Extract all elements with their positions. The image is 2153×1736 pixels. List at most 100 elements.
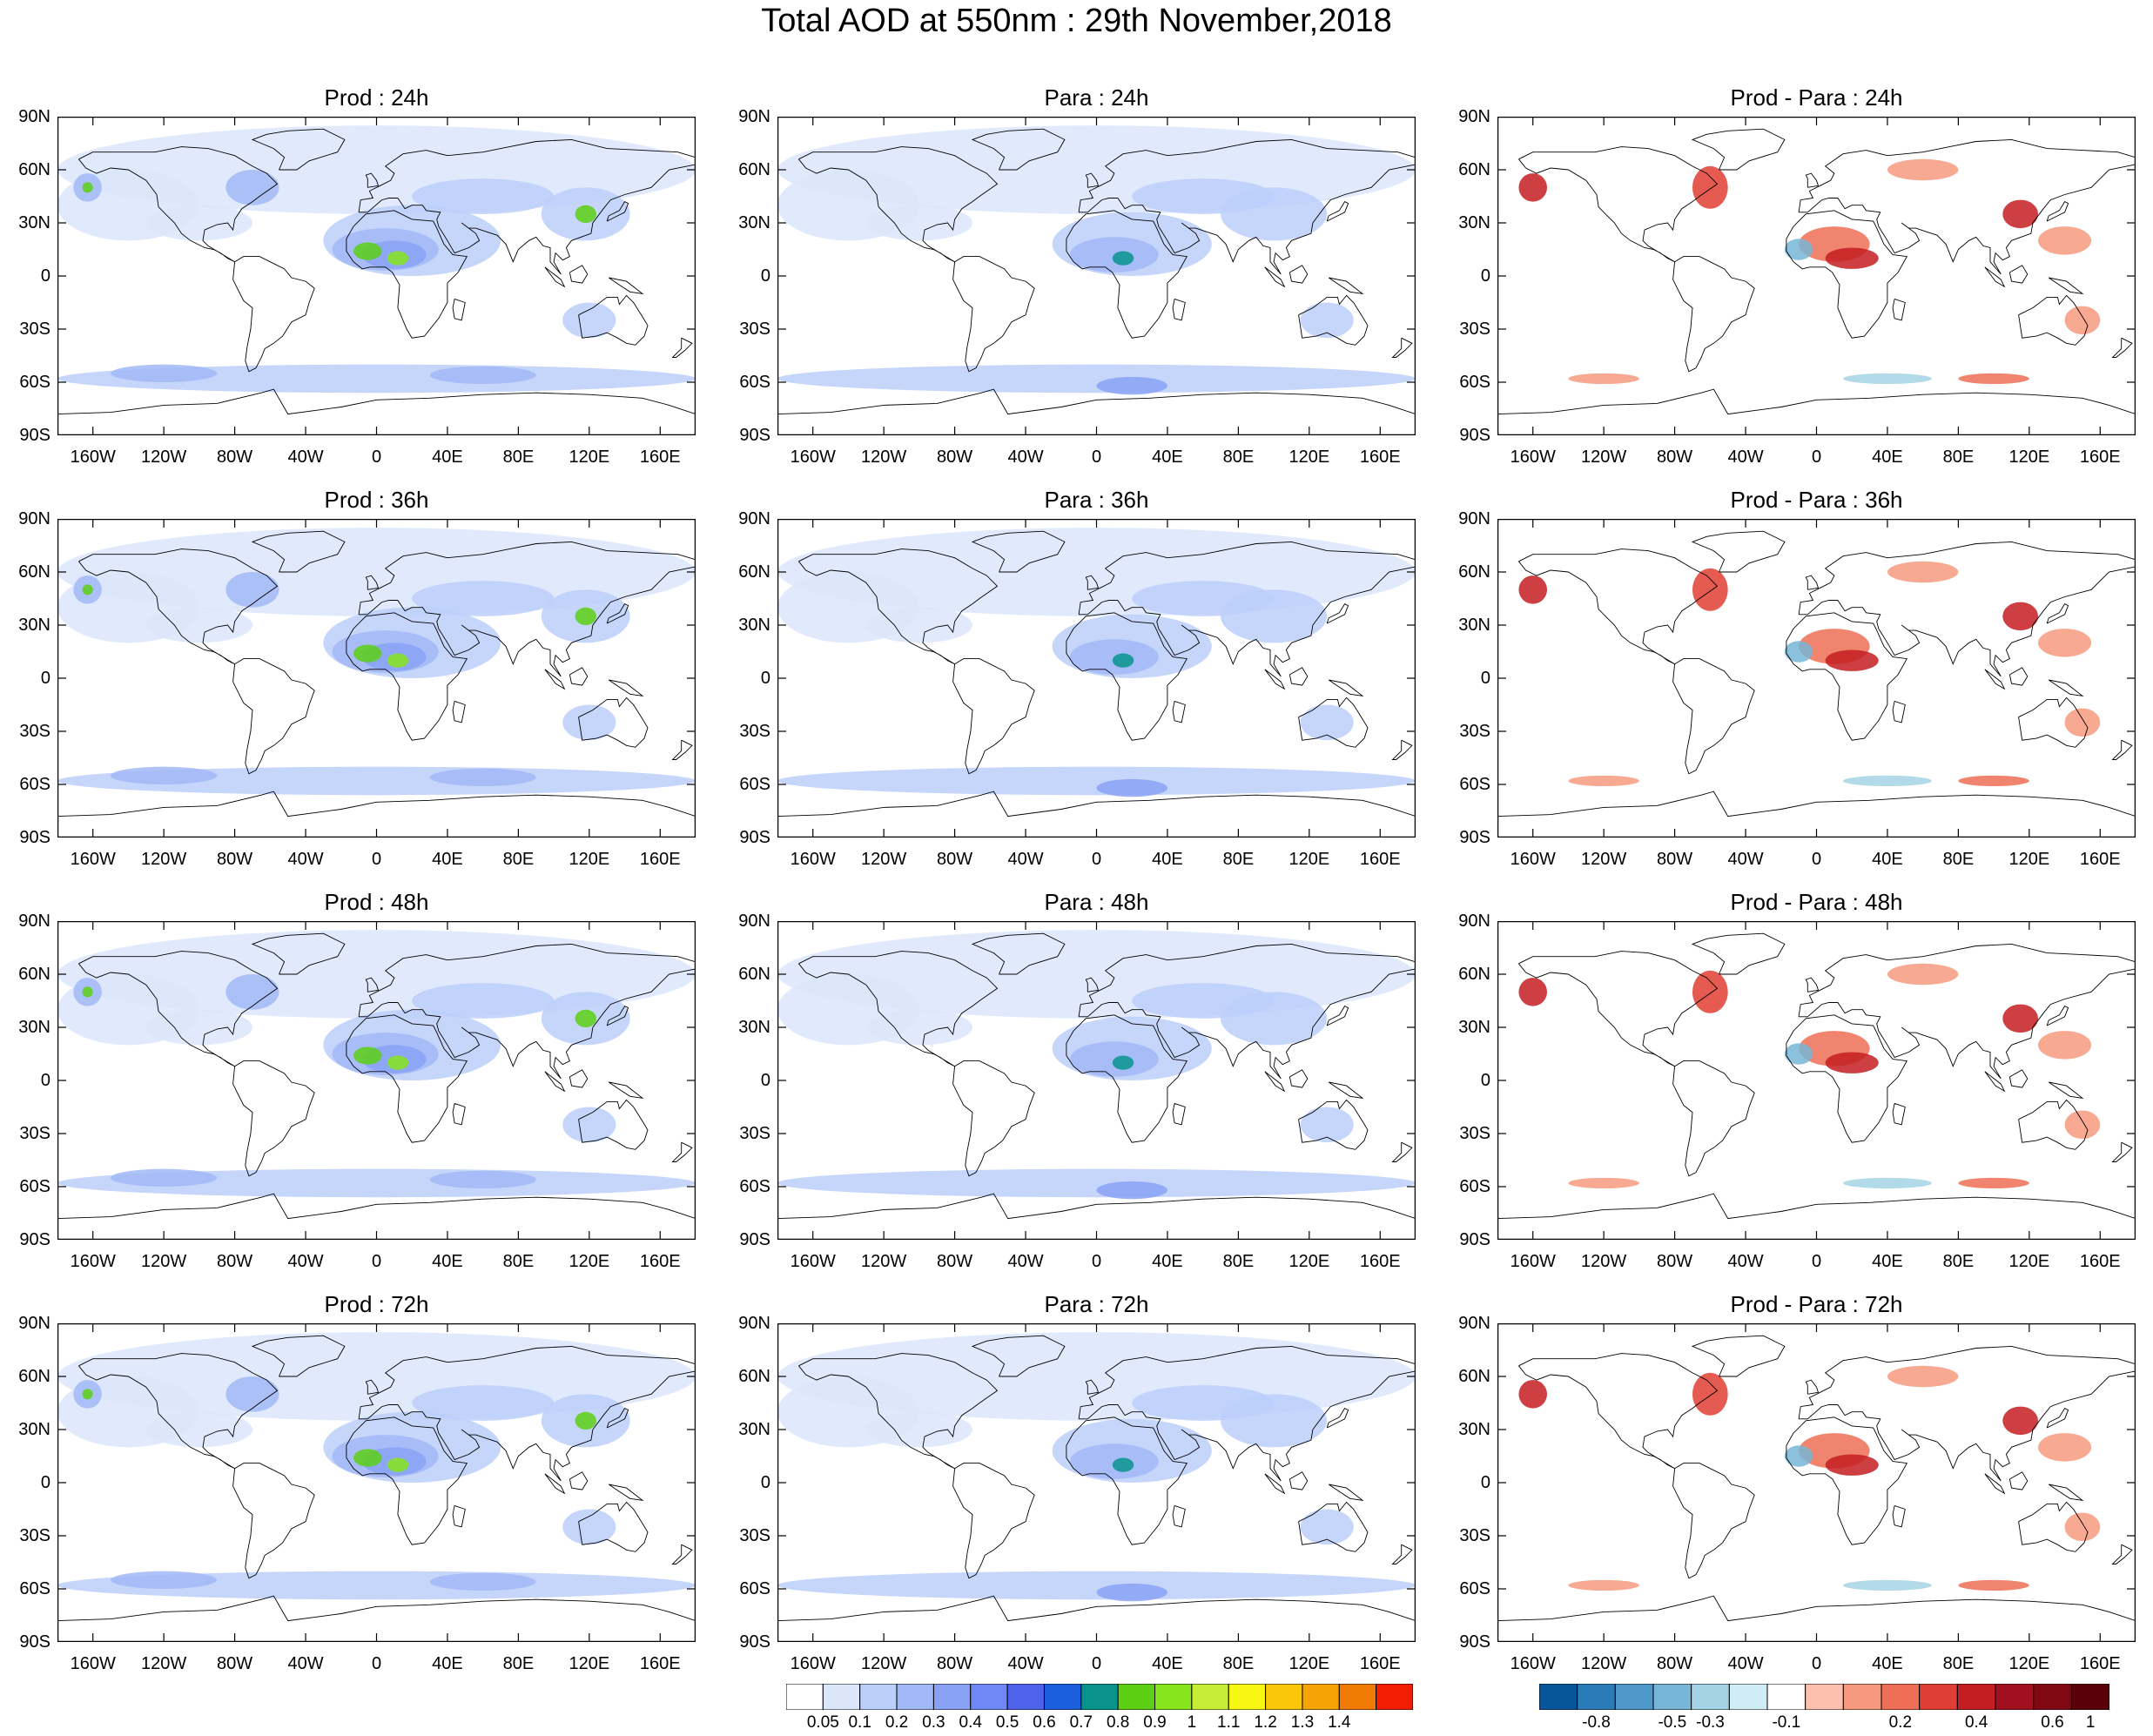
map-plot	[1497, 921, 2136, 1240]
coastline	[1892, 298, 1906, 321]
aod-field-patch	[777, 1168, 1416, 1198]
coastline	[1085, 977, 1100, 992]
coastline	[78, 146, 279, 263]
lon-label: 0	[371, 1654, 382, 1673]
aod-field-patch	[1887, 561, 1959, 583]
map-panel: Para : 48h 90N 60N 30N 0 30S 60S 90S 160W 120W 80W…	[738, 889, 1416, 1271]
aod-field-patch	[353, 1046, 382, 1065]
aod-field-patch	[412, 983, 555, 1019]
lon-label: 120E	[569, 850, 610, 869]
coastline	[1326, 603, 1349, 624]
coastline	[365, 1379, 380, 1395]
lat-label: 90S	[1459, 1230, 1490, 1249]
aod-field-patch	[1300, 1107, 1354, 1143]
coastline	[2046, 1408, 2069, 1429]
panel-title: Prod : 48h	[324, 889, 429, 915]
lon-label: 40E	[432, 447, 463, 467]
coastline	[569, 265, 589, 284]
coastline	[569, 667, 589, 686]
colorbar-swatch	[1265, 1683, 1303, 1711]
aod-field-patch	[575, 607, 596, 625]
coastline	[606, 1006, 629, 1026]
colorbar-swatch	[932, 1683, 972, 1711]
coastline	[606, 1408, 629, 1429]
lat-label: 0	[760, 266, 770, 286]
lat-label: 90N	[738, 509, 770, 528]
aod-field-patch	[353, 242, 382, 260]
coastline	[1786, 612, 1908, 741]
coastline	[971, 128, 1066, 171]
aod-field-patch	[225, 1376, 279, 1412]
coastline	[608, 1484, 644, 1501]
lon-label: 0	[1811, 1252, 1822, 1271]
coastline	[2008, 1069, 2029, 1088]
aod-field-patch	[2038, 226, 2092, 255]
figure-title: Total AOD at 550nm : 29th November,2018	[761, 3, 1392, 39]
lon-label: 120E	[2008, 850, 2050, 869]
lon-label: 0	[371, 1252, 382, 1271]
aod-field-patch	[1887, 158, 1959, 181]
coastline	[1328, 1081, 1364, 1099]
lon-label: 40E	[1872, 1654, 1903, 1673]
colorbar-label: 1.4	[1328, 1713, 1351, 1732]
map-panel: Prod - Para : 72h 90N 60N 30N 0 30S 60S 90S 160W…	[1458, 1291, 2136, 1673]
coastline	[1298, 1099, 1369, 1150]
lat-label: 60N	[738, 562, 770, 582]
colorbar-label: 1.1	[1217, 1713, 1241, 1732]
colorbar-label: -0.1	[1772, 1713, 1801, 1732]
lat-label: 30S	[1459, 722, 1490, 741]
aod-field-patch	[1568, 1177, 1639, 1189]
colorbar-label: 1.3	[1290, 1713, 1315, 1732]
colorbar-swatch	[1338, 1683, 1377, 1711]
colorbar-swatch	[1881, 1683, 1921, 1711]
aod-field-patch	[82, 182, 93, 193]
aod-field-patch	[1843, 1177, 1932, 1189]
lat-label: 30N	[1458, 1018, 1490, 1037]
colorbar-swatch	[822, 1683, 861, 1711]
coastline	[1786, 1014, 1908, 1143]
aod-field-patch	[562, 1107, 616, 1143]
aod-field-patch	[865, 205, 972, 241]
colorbar-label: 0.3	[922, 1713, 945, 1732]
map-plot	[1497, 117, 2136, 435]
coastline	[232, 1060, 315, 1177]
colorbar-swatch	[1805, 1683, 1844, 1711]
coastline	[606, 603, 629, 624]
lon-label: 80E	[502, 850, 535, 869]
coastline	[1298, 1501, 1369, 1552]
lat-label: 0	[1480, 669, 1490, 688]
coastline	[1288, 1069, 1309, 1088]
aod-field-patch	[412, 1385, 555, 1421]
lon-label: 80W	[217, 447, 253, 467]
aod-field-patch	[1112, 653, 1134, 668]
lon-label: 160E	[639, 447, 681, 467]
lon-label: 120E	[2008, 1252, 2050, 1271]
coastline	[971, 1335, 1066, 1377]
lon-label: 80E	[1222, 850, 1255, 869]
colorbar-swatch	[1728, 1683, 1768, 1711]
colorbar-label: -0.3	[1696, 1713, 1725, 1732]
lon-label: 40E	[1152, 1252, 1183, 1271]
aod-field-patch	[1825, 1052, 1879, 1073]
lon-label: 40W	[287, 1654, 324, 1673]
aod-field-patch	[2038, 629, 2092, 657]
lat-label: 30S	[19, 320, 50, 339]
aod-field-patch	[225, 572, 279, 608]
coastline	[2048, 1484, 2084, 1501]
lon-label: 80W	[937, 850, 973, 869]
colorbar-swatch	[1117, 1683, 1156, 1711]
lat-label: 60S	[739, 1177, 770, 1196]
lat-label: 30N	[18, 1420, 50, 1439]
map-plot	[777, 1323, 1416, 1642]
lon-label: 120W	[1581, 1654, 1627, 1673]
coastline	[1497, 1595, 2136, 1622]
coastline	[578, 696, 649, 748]
lat-label: 60S	[19, 1177, 50, 1196]
lat-label: 30N	[1458, 213, 1490, 232]
coastline	[971, 530, 1066, 573]
aod-field-patch	[1518, 978, 1548, 1006]
colorbar-label: 0.05	[806, 1713, 839, 1732]
lon-label: 80E	[1222, 1252, 1255, 1271]
lat-label: 30S	[19, 722, 50, 741]
lon-label: 80E	[1942, 1654, 1975, 1673]
